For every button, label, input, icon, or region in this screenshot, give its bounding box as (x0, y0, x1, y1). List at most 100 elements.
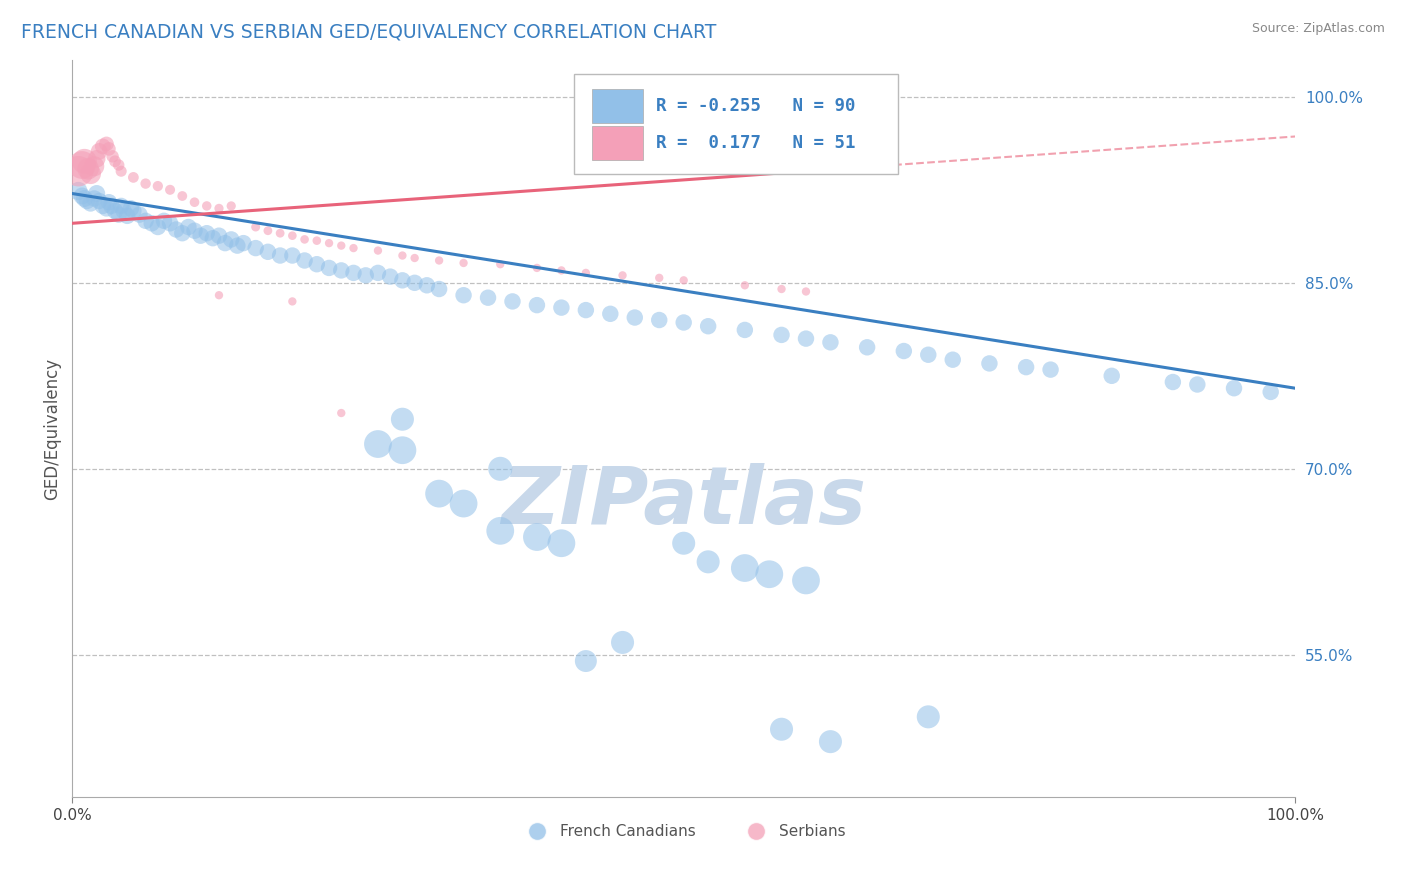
Point (257, 224, 280, 238)
Point (893, 344, 915, 359)
Point (135, 214, 157, 228)
Point (489, 462, 512, 476)
Point (758, 567, 780, 582)
Point (107, 158, 129, 172)
Point (612, 268, 634, 283)
Point (91, 199, 114, 213)
Point (794, 332, 817, 346)
Point (1039, 362, 1062, 376)
Point (245, 219, 267, 234)
Point (208, 288, 231, 302)
Point (257, 244, 280, 259)
Point (648, 270, 671, 285)
Point (245, 241, 267, 255)
Point (453, 288, 475, 302)
FancyBboxPatch shape (574, 74, 897, 174)
Point (526, 298, 548, 312)
Point (427, 486, 450, 500)
Point (526, 530, 548, 544)
Point (208, 202, 231, 216)
Point (599, 307, 621, 321)
Point (112, 203, 135, 218)
Point (190, 228, 212, 243)
Point (330, 238, 353, 252)
Point (146, 219, 169, 234)
Point (67, 184, 90, 198)
Point (172, 226, 194, 240)
Text: ZIPatlas: ZIPatlas (501, 463, 866, 541)
Point (201, 231, 224, 245)
Point (501, 294, 523, 309)
Point (917, 348, 939, 362)
Point (526, 260, 548, 275)
Point (453, 497, 475, 511)
Point (575, 303, 598, 318)
Point (208, 228, 231, 243)
Point (697, 555, 720, 569)
Point (183, 195, 205, 210)
Point (177, 219, 200, 234)
Point (89, 145, 111, 159)
Point (70, 158, 93, 172)
Point (770, 327, 793, 342)
Point (794, 285, 817, 299)
Point (734, 323, 756, 337)
Point (86, 186, 108, 201)
Point (70, 189, 93, 203)
Point (575, 654, 598, 668)
Point (550, 263, 572, 277)
Point (91, 139, 114, 153)
Point (214, 236, 236, 251)
Point (367, 244, 389, 258)
Point (416, 278, 439, 293)
Point (1101, 368, 1123, 383)
Point (281, 248, 304, 262)
Text: FRENCH CANADIAN VS SERBIAN GED/EQUIVALENCY CORRELATION CHART: FRENCH CANADIAN VS SERBIAN GED/EQUIVALEN… (21, 22, 717, 41)
Point (550, 536, 572, 550)
Point (391, 443, 413, 458)
Point (165, 222, 187, 236)
Point (153, 214, 176, 228)
Point (77, 161, 100, 176)
Point (281, 228, 304, 243)
Point (856, 340, 879, 354)
Point (67, 164, 90, 178)
Point (794, 574, 817, 588)
Point (83, 159, 105, 173)
Point (117, 209, 139, 223)
Point (120, 202, 142, 216)
Point (79, 196, 101, 211)
Text: R =  0.177   N = 51: R = 0.177 N = 51 (655, 134, 855, 152)
Point (110, 164, 132, 178)
Point (623, 310, 645, 325)
Point (489, 524, 512, 538)
Point (330, 263, 353, 277)
Point (86, 152, 108, 166)
Point (97, 142, 120, 156)
Point (917, 710, 939, 724)
Point (318, 236, 340, 251)
Point (367, 437, 389, 451)
Point (135, 177, 157, 191)
Point (942, 352, 965, 367)
Point (107, 208, 129, 222)
Point (73, 192, 96, 206)
Point (100, 199, 122, 213)
Point (427, 253, 450, 268)
Point (183, 224, 205, 238)
Point (391, 248, 413, 262)
Point (697, 319, 720, 334)
Point (979, 356, 1001, 370)
Point (648, 313, 671, 327)
Point (672, 316, 695, 330)
Point (672, 536, 695, 550)
Point (612, 635, 634, 649)
Point (550, 301, 572, 315)
Point (110, 199, 132, 213)
Point (575, 266, 598, 280)
Point (294, 232, 316, 246)
Point (342, 241, 364, 255)
Point (427, 282, 450, 296)
Point (101, 149, 124, 163)
Point (96, 136, 118, 151)
